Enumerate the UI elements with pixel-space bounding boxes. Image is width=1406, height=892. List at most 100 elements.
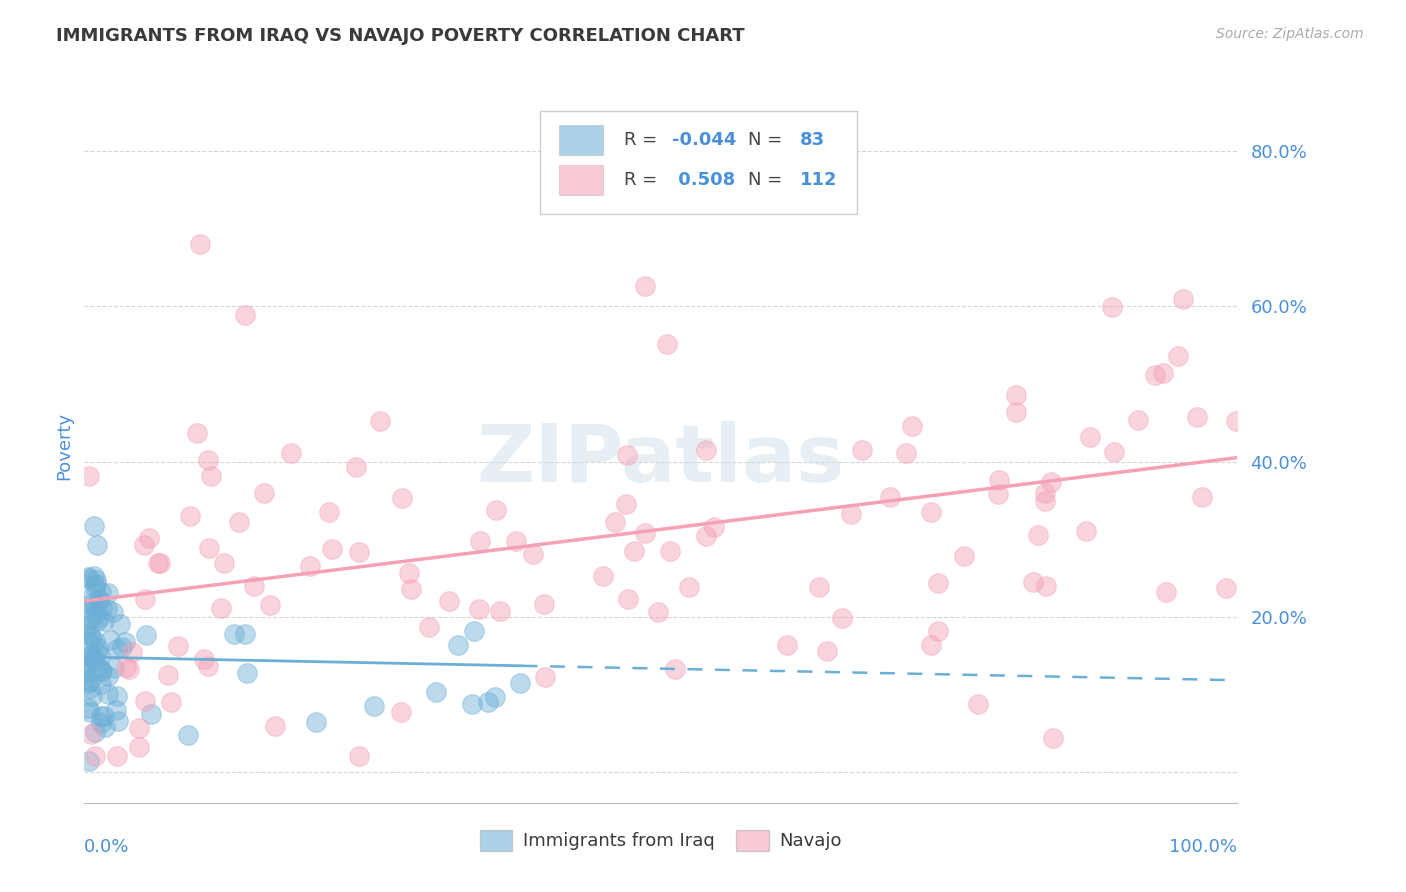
Point: [82, 649, 104, 664]
Point: [90, 601, 112, 615]
Point: [344, 459, 367, 474]
Point: [121, 645, 143, 659]
Point: [399, 582, 422, 597]
Point: [84, 634, 107, 648]
Point: [1191, 490, 1213, 504]
Point: [920, 505, 942, 519]
Point: [1101, 300, 1123, 314]
Point: [87, 640, 110, 655]
Point: [484, 502, 506, 516]
Point: [1078, 430, 1101, 444]
Point: [94, 720, 117, 734]
Point: [664, 662, 686, 676]
Text: R =: R =: [624, 131, 657, 149]
Point: [79, 681, 101, 695]
Point: [1022, 575, 1045, 590]
Point: [86, 614, 108, 628]
Point: [84, 581, 107, 595]
Point: [160, 695, 183, 709]
Point: [77, 570, 100, 584]
Point: [1076, 524, 1098, 539]
Point: [222, 626, 245, 640]
Point: [623, 544, 645, 558]
Point: [115, 660, 138, 674]
Point: [90, 715, 112, 730]
Point: [233, 627, 256, 641]
Point: [83, 749, 105, 764]
Legend: Immigrants from Iraq, Navajo: Immigrants from Iraq, Navajo: [472, 822, 849, 858]
Point: [86, 538, 108, 552]
Point: [105, 642, 128, 657]
Point: [103, 661, 125, 675]
Point: [368, 414, 391, 428]
Point: [534, 670, 557, 684]
Point: [437, 594, 460, 608]
Point: [93, 614, 115, 628]
Point: [616, 448, 638, 462]
Point: [77, 701, 100, 715]
Point: [634, 525, 657, 540]
Text: 112: 112: [800, 171, 838, 189]
Point: [460, 698, 482, 712]
Point: [953, 549, 976, 563]
Text: 100.0%: 100.0%: [1170, 838, 1237, 856]
Point: [920, 639, 942, 653]
Point: [76, 654, 98, 668]
Point: [197, 453, 219, 467]
Point: [927, 624, 949, 638]
Point: [1185, 410, 1208, 425]
Point: [522, 548, 544, 562]
Point: [75, 618, 97, 632]
Point: [484, 690, 506, 704]
Point: [614, 497, 637, 511]
Point: [77, 754, 100, 768]
Point: [193, 652, 215, 666]
Point: [75, 659, 97, 673]
Point: [418, 620, 440, 634]
Point: [134, 591, 156, 606]
Point: [252, 485, 274, 500]
Point: [398, 566, 420, 580]
Point: [96, 601, 118, 615]
Point: [89, 592, 111, 607]
Text: 0.508: 0.508: [672, 171, 735, 189]
Point: [603, 515, 626, 529]
Point: [391, 491, 413, 505]
Point: [633, 278, 655, 293]
Point: [84, 573, 107, 587]
Point: [90, 664, 112, 678]
FancyBboxPatch shape: [540, 111, 856, 214]
Point: [89, 708, 111, 723]
Point: [105, 703, 128, 717]
Point: [79, 627, 101, 641]
Point: [425, 685, 447, 699]
FancyBboxPatch shape: [560, 125, 603, 155]
Point: [87, 592, 110, 607]
Point: [198, 541, 221, 555]
Point: [228, 516, 250, 530]
Point: [243, 578, 266, 592]
Point: [1167, 349, 1189, 363]
Point: [1126, 413, 1149, 427]
Point: [90, 676, 112, 690]
Point: [900, 419, 922, 434]
Text: 83: 83: [800, 131, 825, 149]
Point: [77, 469, 100, 483]
Point: [1154, 585, 1177, 599]
Point: [894, 446, 917, 460]
Point: [1152, 367, 1174, 381]
Point: [97, 668, 120, 682]
Point: [157, 668, 180, 682]
Point: [79, 601, 101, 615]
Point: [1004, 387, 1026, 401]
Point: [879, 490, 901, 504]
Point: [139, 706, 162, 721]
Point: [186, 425, 208, 440]
Point: [647, 605, 669, 619]
Point: [505, 533, 527, 548]
Point: [318, 505, 340, 519]
Point: [105, 749, 128, 764]
Point: [73, 665, 96, 679]
Point: [678, 580, 700, 594]
Point: [84, 599, 107, 614]
